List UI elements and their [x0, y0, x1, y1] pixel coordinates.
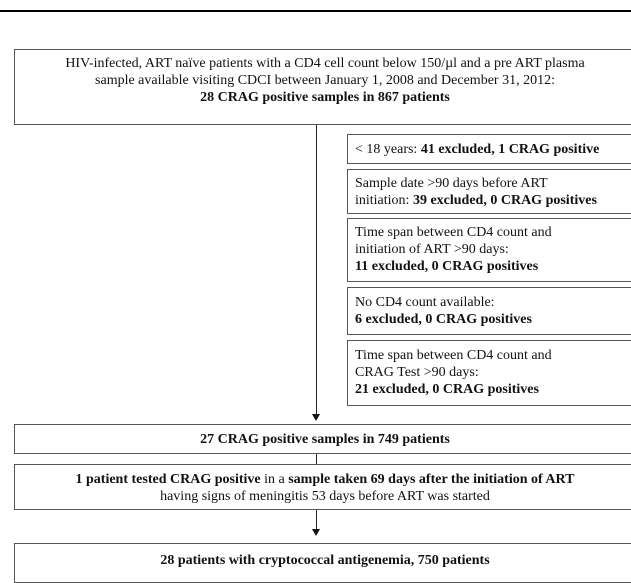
exclusion-cd4-art-line-1: Time span between CD4 count and	[355, 225, 552, 240]
exclusion-sample-date-line-1: Sample date >90 days before ART	[355, 176, 548, 191]
final-box: 28 patients with cryptococcal antigenemi…	[14, 543, 631, 583]
remaining-count: 27 CRAG positive samples in 749 patients	[200, 432, 450, 447]
addition-line-2: having signs of meningitis 53 days befor…	[160, 489, 490, 504]
exclusion-cd4-art-line-2: initiation of ART >90 days:	[355, 242, 509, 257]
exclusion-age-label: < 18 years:	[355, 142, 421, 157]
inclusion-box: HIV-infected, ART naïve patients with a …	[14, 49, 631, 125]
inclusion-line-2: sample available visiting CDCI between J…	[95, 73, 555, 88]
exclusion-age-count: 41 excluded, 1 CRAG positive	[420, 142, 600, 157]
exclusion-cd4-crag-line-2: CRAG Test >90 days:	[355, 365, 479, 380]
arrow-down-2	[312, 529, 320, 536]
connector-line-3	[316, 510, 317, 529]
exclusion-box-age: < 18 years: 41 excluded, 1 CRAG positive	[347, 134, 631, 164]
top-rule	[0, 10, 631, 12]
exclusion-cd4-crag-count: 21 excluded, 0 CRAG positives	[355, 382, 539, 397]
addition-normal-1: in a	[260, 472, 289, 487]
exclusion-cd4-crag-line-1: Time span between CD4 count and	[355, 348, 552, 363]
inclusion-count: 28 CRAG positive samples in 867 patients	[200, 90, 450, 105]
exclusion-sample-date-line-2: initiation:	[355, 193, 413, 208]
main-flow-line	[316, 125, 317, 415]
exclusion-box-cd4-crag: Time span between CD4 count and CRAG Tes…	[347, 340, 631, 406]
addition-box: 1 patient tested CRAG positive in a samp…	[14, 464, 631, 510]
exclusion-no-cd4-line-1: No CD4 count available:	[355, 295, 495, 310]
arrow-down-1	[312, 414, 320, 421]
addition-bold-1: 1 patient tested CRAG positive	[75, 472, 261, 487]
remaining-box: 27 CRAG positive samples in 749 patients	[14, 424, 631, 454]
exclusion-box-sample-date: Sample date >90 days before ART initiati…	[347, 169, 631, 214]
addition-bold-2: sample taken 69 days after the initiatio…	[288, 472, 575, 487]
inclusion-line-1: HIV-infected, ART naïve patients with a …	[65, 56, 585, 71]
exclusion-cd4-art-count: 11 excluded, 0 CRAG positives	[355, 259, 539, 274]
connector-line-2	[316, 454, 317, 464]
exclusion-no-cd4-count: 6 excluded, 0 CRAG positives	[355, 312, 532, 327]
exclusion-box-no-cd4: No CD4 count available: 6 excluded, 0 CR…	[347, 287, 631, 335]
exclusion-box-cd4-art: Time span between CD4 count and initiati…	[347, 218, 631, 282]
final-count: 28 patients with cryptococcal antigenemi…	[160, 553, 490, 568]
exclusion-sample-date-count: 39 excluded, 0 CRAG positives	[412, 193, 597, 208]
